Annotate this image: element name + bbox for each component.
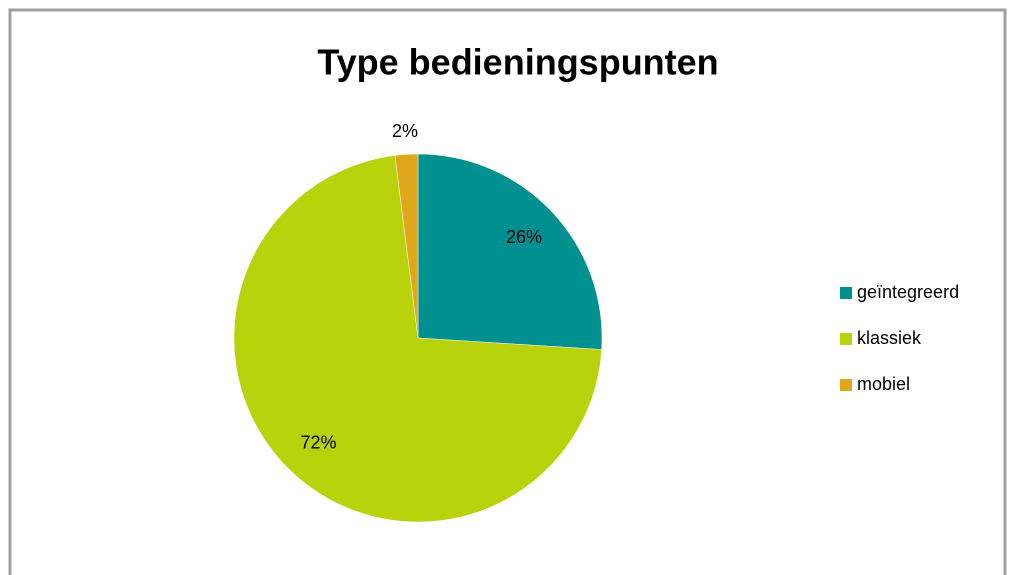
- legend-swatch: [840, 333, 852, 345]
- chart-title: Type bedieningspunten: [317, 42, 718, 83]
- pie-slice: [394, 153, 419, 339]
- legend-label: geïntegreerd: [857, 282, 959, 302]
- pie-slice: [417, 153, 603, 350]
- data-label: 72%: [300, 433, 336, 453]
- legend-swatch: [840, 287, 852, 299]
- legend-swatch: [840, 379, 852, 391]
- legend-label: mobiel: [857, 374, 910, 394]
- data-label: 2%: [392, 121, 418, 141]
- pie-slice: [233, 155, 602, 523]
- data-label: 26%: [506, 227, 542, 247]
- legend-label: klassiek: [857, 328, 922, 348]
